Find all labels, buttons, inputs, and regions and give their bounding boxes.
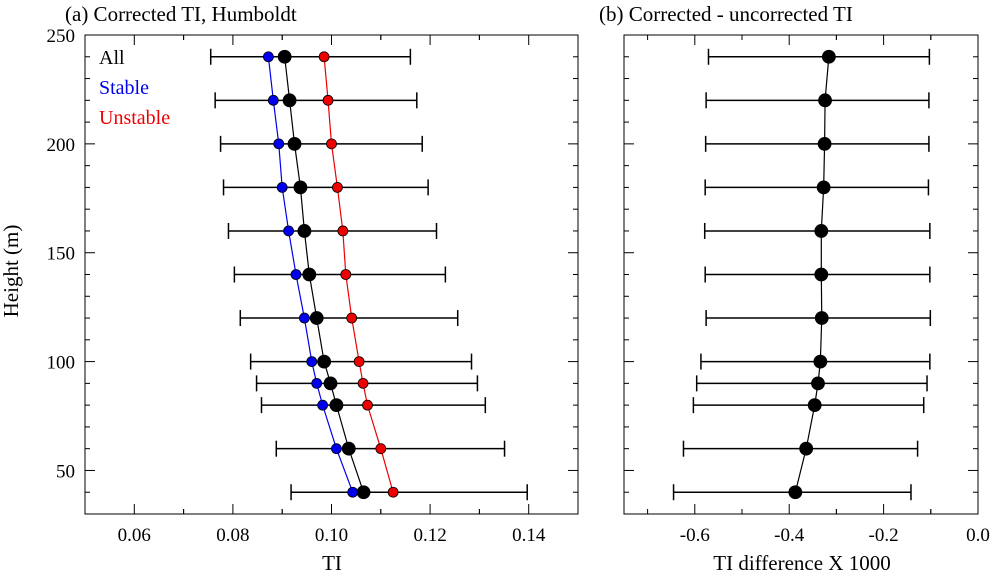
data-point-unstable — [362, 399, 373, 411]
series-line-series — [794, 56, 830, 493]
legend-entry-unstable: Unstable — [99, 107, 170, 129]
data-point-stable — [273, 138, 285, 150]
data-point-stable — [262, 51, 274, 63]
data-point-unstable — [318, 51, 330, 63]
data-point-stable — [298, 312, 310, 324]
data-point-series — [813, 354, 828, 369]
x-tick-label: 0.06 — [118, 525, 151, 546]
panel-a-title: (a) Corrected TI, Humboldt — [65, 2, 297, 26]
y-tick-label: 100 — [47, 353, 76, 374]
data-point-unstable — [337, 225, 349, 237]
data-point-series — [814, 224, 829, 238]
data-point-series — [821, 49, 836, 64]
x-tick-label: 0.14 — [512, 525, 546, 546]
data-point-unstable — [322, 94, 334, 106]
data-point-stable — [311, 377, 323, 389]
panel-a-x-axis-label: TI — [322, 551, 342, 573]
y-tick-label: 50 — [56, 461, 75, 482]
y-tick-label: 150 — [47, 244, 76, 265]
y-axis-label: Height (m) — [0, 225, 23, 318]
data-point-stable — [290, 269, 302, 280]
series-line-all — [284, 56, 365, 493]
panel-b-title: (b) Corrected - uncorrected TI — [599, 2, 853, 26]
x-tick-label: 0.08 — [216, 525, 249, 546]
data-point-all — [293, 180, 308, 195]
data-point-stable — [306, 356, 318, 367]
data-point-all — [302, 267, 317, 282]
data-point-series — [818, 93, 832, 108]
y-tick-label: 250 — [47, 26, 76, 47]
data-point-unstable — [353, 356, 365, 367]
data-point-stable — [331, 443, 342, 455]
data-point-unstable — [326, 138, 337, 150]
data-point-all — [323, 376, 338, 391]
data-point-all — [317, 354, 332, 369]
data-point-all — [277, 49, 292, 64]
data-point-series — [816, 180, 831, 195]
data-point-all — [309, 311, 324, 325]
data-point-all — [282, 93, 297, 108]
panel-b-plot: -0.6 -0.4 -0.2 0.0 — [623, 34, 990, 546]
series-line-stable — [267, 56, 354, 493]
data-point-all — [356, 485, 371, 500]
data-point-all — [329, 398, 344, 413]
data-point-series — [807, 398, 822, 413]
series-line-unstable — [323, 56, 394, 493]
data-point-series — [817, 136, 832, 151]
data-point-stable — [267, 94, 279, 106]
x-tick-label: 0.0 — [966, 525, 990, 546]
data-point-stable — [317, 399, 329, 411]
data-point-series — [799, 441, 814, 456]
panel-a-plot: 0.06 0.08 0.10 0.12 0.14 50 100 150 200 250 All Sta… — [47, 26, 579, 546]
data-point-all — [287, 136, 302, 151]
legend-entry-all: All — [99, 47, 125, 69]
legend-entry-stable: Stable — [99, 77, 149, 99]
data-point-unstable — [332, 182, 343, 193]
data-point-all — [341, 441, 356, 456]
data-point-series — [814, 311, 829, 325]
x-tick-label: 0.12 — [413, 525, 446, 546]
x-tick-label: -0.4 — [774, 525, 805, 546]
data-point-all — [297, 224, 312, 238]
panel-b-x-axis-label: TI difference X 1000 — [713, 551, 890, 573]
data-point-stable — [276, 182, 288, 193]
data-point-unstable — [357, 377, 369, 389]
data-point-series — [814, 267, 829, 282]
data-point-stable — [283, 225, 295, 237]
data-point-unstable — [387, 486, 399, 498]
x-tick-label: 0.10 — [315, 525, 348, 546]
data-point-unstable — [340, 269, 352, 280]
y-tick-label: 200 — [47, 135, 76, 156]
data-point-unstable — [346, 312, 358, 324]
data-point-unstable — [375, 443, 387, 455]
data-point-series — [788, 485, 803, 500]
data-point-series — [811, 376, 825, 391]
data-point-stable — [347, 486, 359, 498]
x-tick-label: -0.6 — [680, 525, 710, 546]
x-tick-label: -0.2 — [869, 525, 899, 546]
